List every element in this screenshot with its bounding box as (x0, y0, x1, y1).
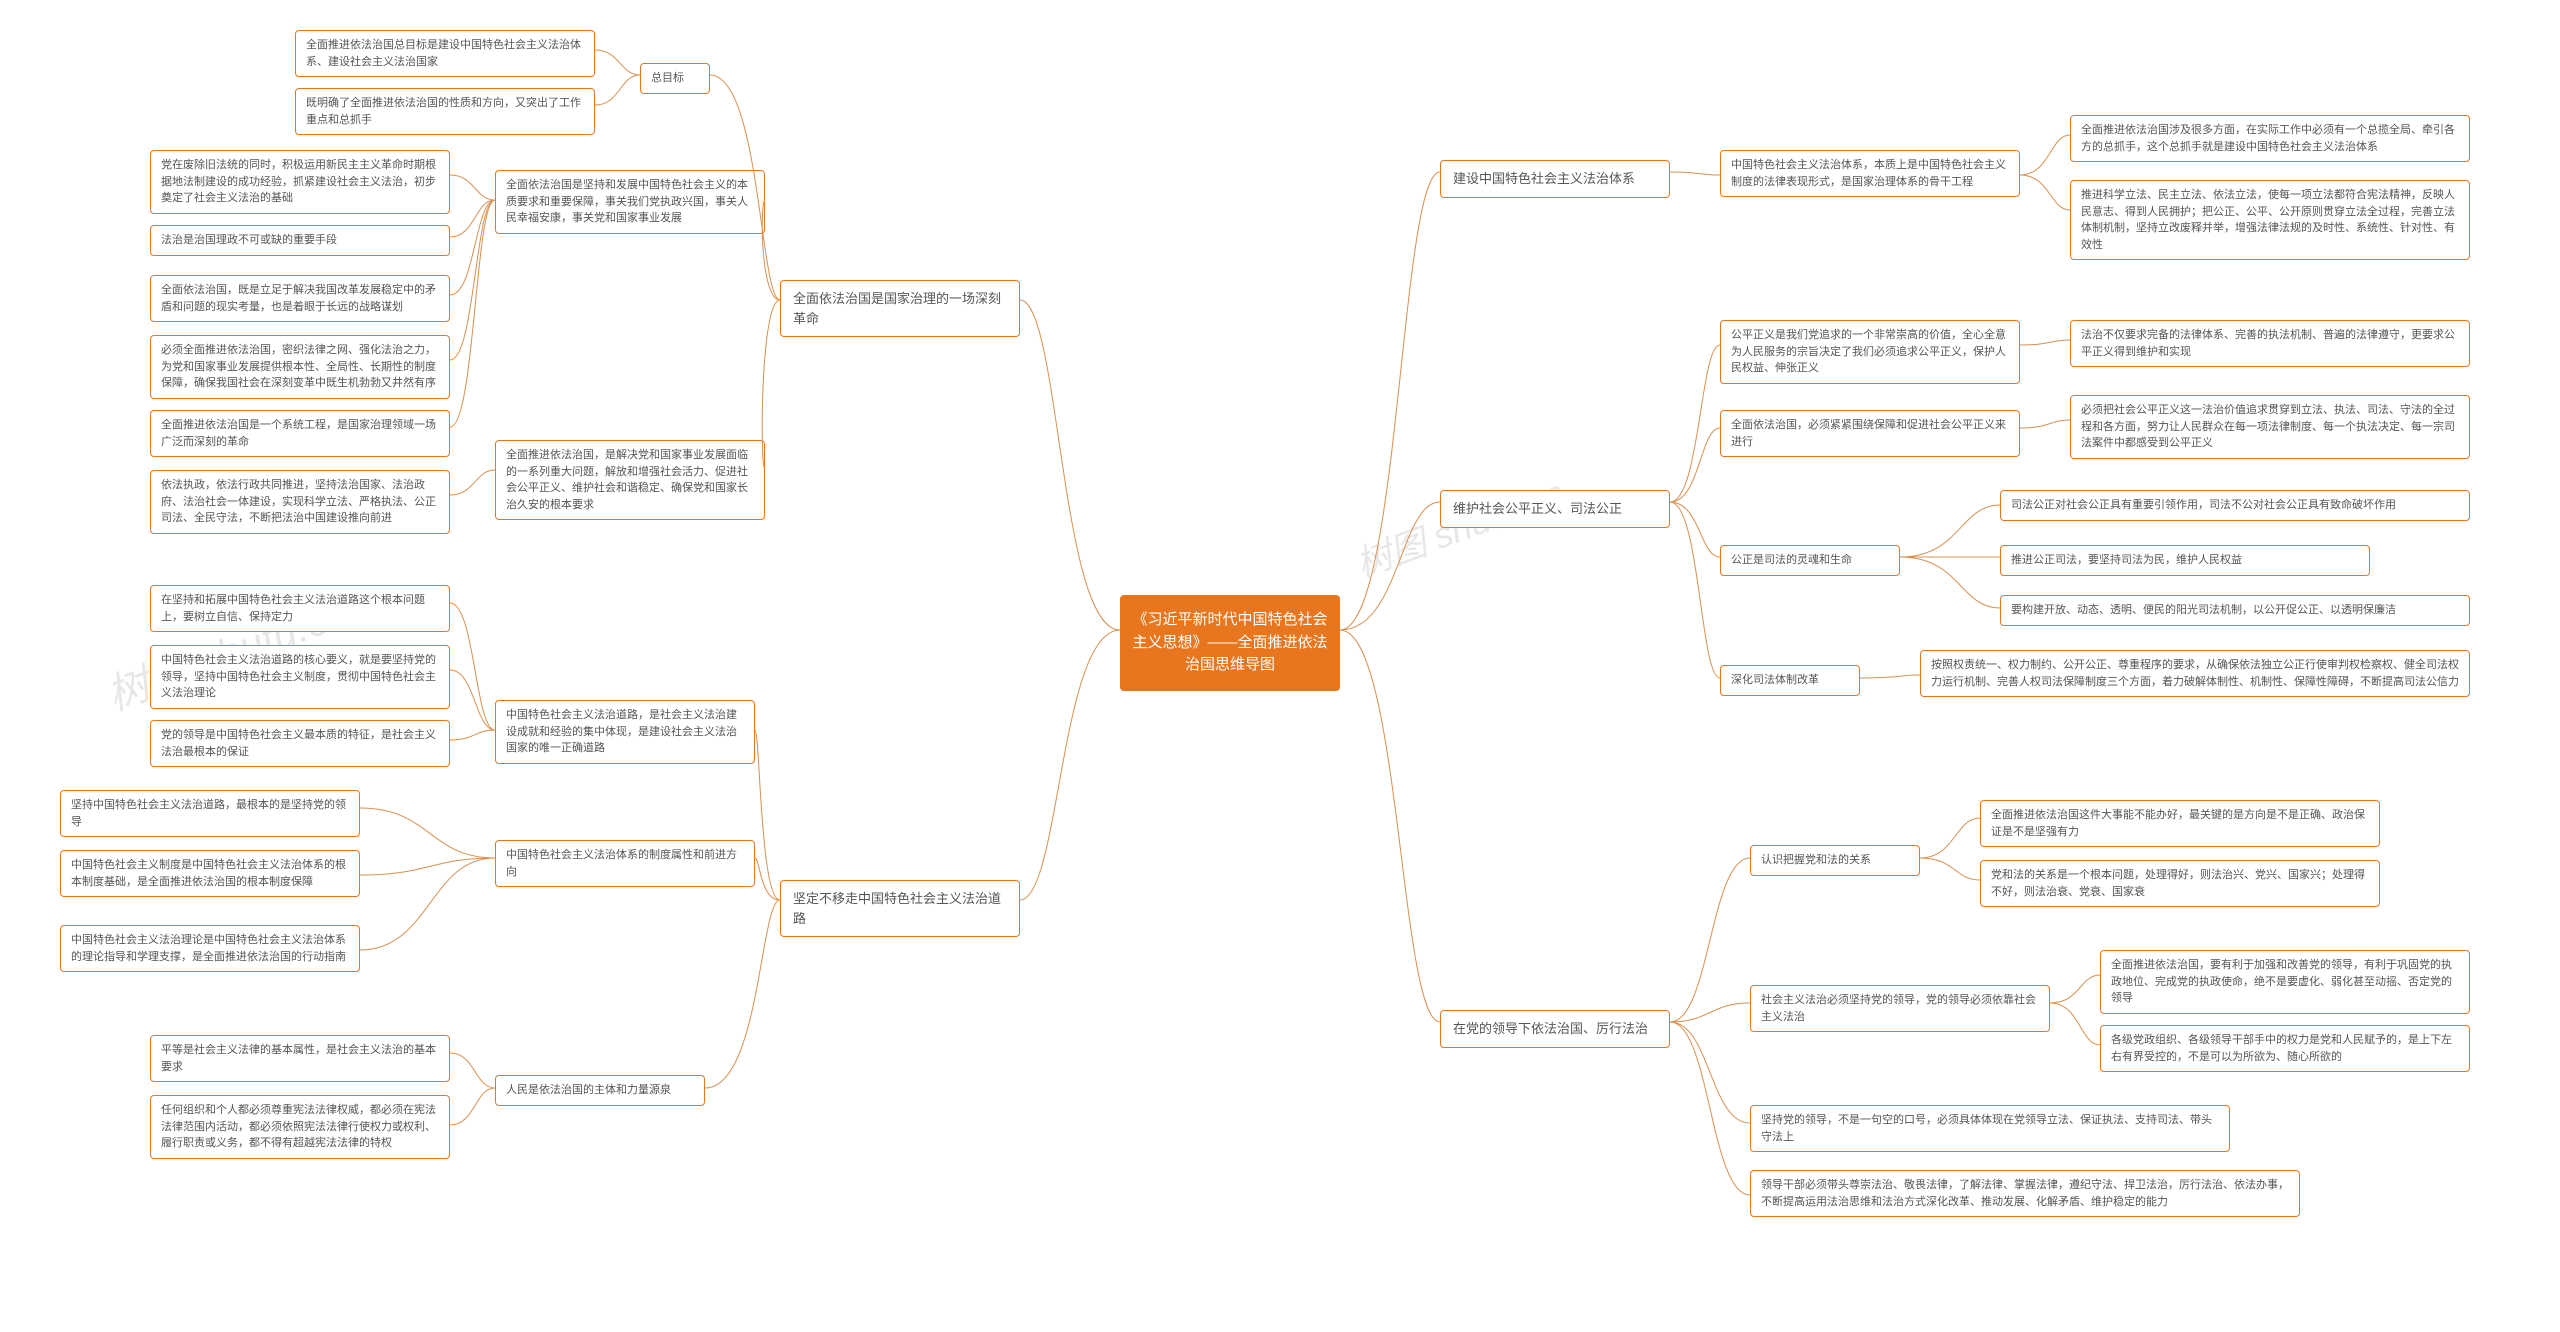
r-b2-c3: 深化司法体制改革 (1720, 665, 1860, 696)
r-b3-c0-l0: 全面推进依法治国这件大事能不能办好，最关键的是方向是不是正确、政治保证是不是坚强… (1980, 800, 2380, 847)
r-b2-c3-l0: 按照权责统一、权力制约、公开公正、尊重程序的要求，从确保依法独立公正行使审判权检… (1920, 650, 2470, 697)
r-b3-c0-l1: 党和法的关系是一个根本问题，处理得好，则法治兴、党兴、国家兴；处理得不好，则法治… (1980, 860, 2380, 907)
r-b2: 维护社会公平正义、司法公正 (1440, 490, 1670, 528)
r-b2-c2-l2: 要构建开放、动态、透明、便民的阳光司法机制，以公开促公正、以透明保廉洁 (2000, 595, 2470, 626)
l-b1-c2: 全面推进依法治国，是解决党和国家事业发展面临的一系列重大问题，解放和增强社会活力… (495, 440, 765, 520)
l-b2-c0-l2: 党的领导是中国特色社会主义最本质的特征，是社会主义法治最根本的保证 (150, 720, 450, 767)
r-b1-c0-l1: 推进科学立法、民主立法、依法立法，使每一项立法都符合宪法精神，反映人民意志、得到… (2070, 180, 2470, 260)
r-b3-c1-l0: 全面推进依法治国，要有利于加强和改善党的领导，有利于巩固党的执政地位、完成党的执… (2100, 950, 2470, 1014)
r-b3-c1-l1: 各级党政组织、各级领导干部手中的权力是党和人民赋予的，是上下左右有界受控的，不是… (2100, 1025, 2470, 1072)
r-b3-c2: 坚持党的领导，不是一句空的口号，必须具体体现在党领导立法、保证执法、支持司法、带… (1750, 1105, 2230, 1152)
r-b3: 在党的领导下依法治国、厉行法治 (1440, 1010, 1670, 1048)
l-b2-c0-l1: 中国特色社会主义法治道路的核心要义，就是要坚持党的领导，坚持中国特色社会主义制度… (150, 645, 450, 709)
l-b2: 坚定不移走中国特色社会主义法治道路 (780, 880, 1020, 937)
root-node: 《习近平新时代中国特色社会主义思想》——全面推进依法治国思维导图 (1120, 595, 1340, 691)
l-b2-c2-l0: 平等是社会主义法律的基本属性，是社会主义法治的基本要求 (150, 1035, 450, 1082)
l-b2-c1-l0: 坚持中国特色社会主义法治道路，最根本的是坚持党的领导 (60, 790, 360, 837)
r-b3-c0: 认识把握党和法的关系 (1750, 845, 1920, 876)
l-b2-c2: 人民是依法治国的主体和力量源泉 (495, 1075, 705, 1106)
r-b2-c2-l1: 推进公正司法，要坚持司法为民，维护人民权益 (2000, 545, 2370, 576)
l-b1-c1-l1: 法治是治国理政不可或缺的重要手段 (150, 225, 450, 256)
r-b3-c1: 社会主义法治必须坚持党的领导，党的领导必须依靠社会主义法治 (1750, 985, 2050, 1032)
l-b1-c0-l0: 全面推进依法治国总目标是建设中国特色社会主义法治体系、建设社会主义法治国家 (295, 30, 595, 77)
l-b2-c1-l1: 中国特色社会主义制度是中国特色社会主义法治体系的根本制度基础，是全面推进依法治国… (60, 850, 360, 897)
l-b1-c0: 总目标 (640, 63, 710, 94)
l-b1-c0-l1: 既明确了全面推进依法治国的性质和方向，又突出了工作重点和总抓手 (295, 88, 595, 135)
r-b2-c0: 公平正义是我们党追求的一个非常崇高的价值，全心全意为人民服务的宗旨决定了我们必须… (1720, 320, 2020, 384)
l-b2-c2-l1: 任何组织和个人都必须尊重宪法法律权威，都必须在宪法法律范围内活动，都必须依照宪法… (150, 1095, 450, 1159)
l-b1-c1: 全面依法治国是坚持和发展中国特色社会主义的本质要求和重要保障，事关我们党执政兴国… (495, 170, 765, 234)
l-b1-c1-l2: 全面依法治国，既是立足于解决我国改革发展稳定中的矛盾和问题的现实考量，也是着眼于… (150, 275, 450, 322)
l-b1-c1-l0: 党在废除旧法统的同时，积极运用新民主主义革命时期根据地法制建设的成功经验，抓紧建… (150, 150, 450, 214)
l-b2-c0-l0: 在坚持和拓展中国特色社会主义法治道路这个根本问题上，要树立自信、保持定力 (150, 585, 450, 632)
l-b2-c1-l2: 中国特色社会主义法治理论是中国特色社会主义法治体系的理论指导和学理支撑，是全面推… (60, 925, 360, 972)
r-b2-c1-l0: 必须把社会公平正义这一法治价值追求贯穿到立法、执法、司法、守法的全过程和各方面，… (2070, 395, 2470, 459)
l-b1-c1-l3: 必须全面推进依法治国，密织法律之网、强化法治之力，为党和国家事业发展提供根本性、… (150, 335, 450, 399)
l-b1-c2-l0: 依法执政，依法行政共同推进，坚持法治国家、法治政府、法治社会一体建设，实现科学立… (150, 470, 450, 534)
r-b1-c0: 中国特色社会主义法治体系，本质上是中国特色社会主义制度的法律表现形式，是国家治理… (1720, 150, 2020, 197)
r-b2-c2-l0: 司法公正对社会公正具有重要引领作用，司法不公对社会公正具有致命破坏作用 (2000, 490, 2470, 521)
l-b1: 全面依法治国是国家治理的一场深刻革命 (780, 280, 1020, 337)
l-b2-c0: 中国特色社会主义法治道路，是社会主义法治建设成就和经验的集中体现，是建设社会主义… (495, 700, 755, 764)
r-b2-c0-l0: 法治不仅要求完备的法律体系、完善的执法机制、普遍的法律遵守，更要求公平正义得到维… (2070, 320, 2470, 367)
r-b1-c0-l0: 全面推进依法治国涉及很多方面，在实际工作中必须有一个总揽全局、牵引各方的总抓手，… (2070, 115, 2470, 162)
l-b2-c1: 中国特色社会主义法治体系的制度属性和前进方向 (495, 840, 755, 887)
r-b2-c2: 公正是司法的灵魂和生命 (1720, 545, 1900, 576)
r-b2-c1: 全面依法治国，必须紧紧围绕保障和促进社会公平正义来进行 (1720, 410, 2020, 457)
l-b1-c1-l4: 全面推进依法治国是一个系统工程，是国家治理领域一场广泛而深刻的革命 (150, 410, 450, 457)
r-b3-c3: 领导干部必须带头尊崇法治、敬畏法律，了解法律、掌握法律，遵纪守法、捍卫法治，厉行… (1750, 1170, 2300, 1217)
r-b1: 建设中国特色社会主义法治体系 (1440, 160, 1670, 198)
